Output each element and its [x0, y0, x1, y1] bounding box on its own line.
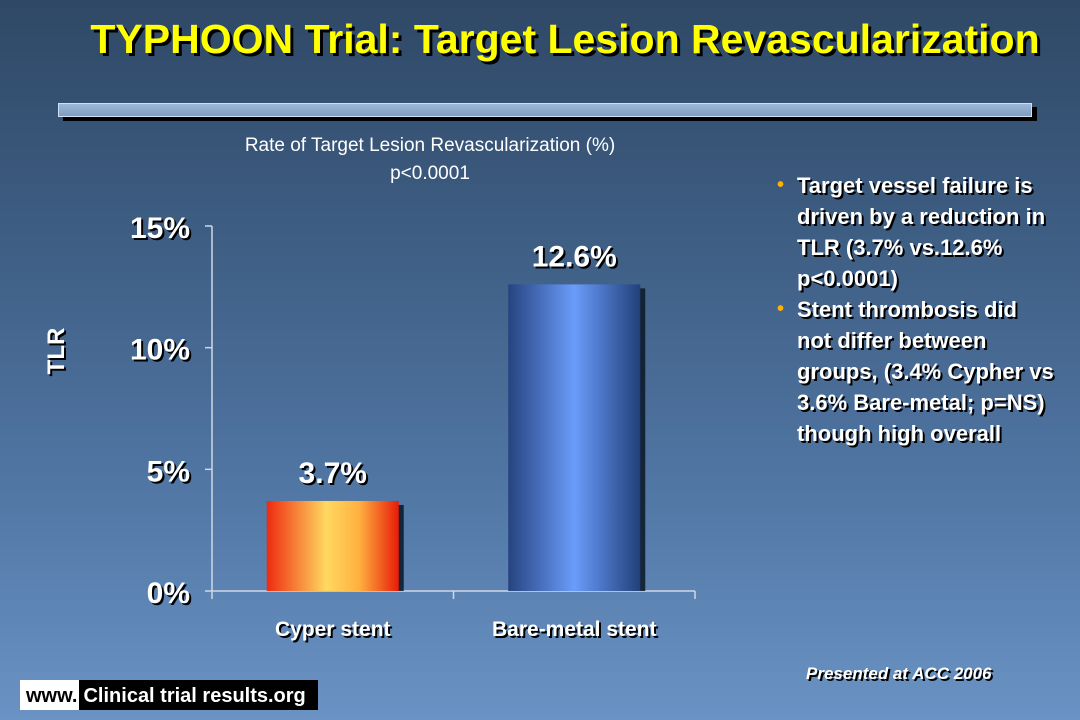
title-underline-bar	[58, 103, 1032, 117]
y-tick-label: 15%	[130, 212, 190, 245]
y-axis-title: TLR	[43, 328, 70, 375]
bullet-list: • Target vessel failure is driven by a r…	[775, 170, 1055, 449]
data-label-shadow: 3.7%	[301, 459, 369, 492]
x-category-label-shadow: Cyper stent	[277, 620, 393, 643]
y-tick-label-shadow: 0%	[149, 579, 192, 612]
data-label: 3.7%	[299, 457, 367, 490]
x-category-label: Cyper stent	[275, 618, 391, 641]
bar-chart: 0%0%5%5%10%10%15%15%3.7%3.7%Cyper stentC…	[43, 212, 696, 643]
x-category-label-shadow: Bare-metal stent	[494, 620, 659, 643]
y-tick-label: 10%	[130, 334, 190, 367]
y-tick-label-shadow: 5%	[149, 457, 192, 490]
y-tick-label-shadow: 10%	[132, 336, 192, 369]
chart-p-value: p<0.0001	[390, 163, 470, 184]
footer-site-name: Clinical trial results.org	[79, 680, 318, 710]
slide-title: TYPHOON Trial: Target Lesion Revasculari…	[90, 16, 1040, 62]
bullet-text: Stent thrombosis did not differ between …	[797, 297, 1054, 446]
footer-logo: www. Clinical trial results.org	[20, 680, 318, 710]
bar-2	[508, 284, 641, 591]
bar-1	[266, 500, 399, 591]
bullet-dot-icon: •	[777, 174, 785, 196]
data-label-shadow: 12.6%	[534, 242, 619, 275]
footer-www: www.	[20, 680, 80, 710]
chart-title: Rate of Target Lesion Revascularization …	[244, 135, 616, 156]
y-tick-label: 0%	[147, 577, 190, 610]
bullet-item: • Target vessel failure is driven by a r…	[775, 170, 1055, 294]
x-category-label: Bare-metal stent	[492, 618, 657, 641]
chart-title-block: Rate of Target Lesion Revascularization …	[150, 132, 710, 188]
bullet-dot-icon: •	[777, 298, 785, 320]
y-axis-title-shadow: TLR	[45, 330, 72, 377]
y-tick-label-shadow: 15%	[132, 214, 192, 247]
presented-at-note: Presented at ACC 2006	[806, 664, 992, 683]
bullet-text: Target vessel failure is driven by a red…	[797, 173, 1046, 291]
data-label: 12.6%	[532, 240, 617, 273]
y-tick-label: 5%	[147, 455, 190, 488]
bullet-item: • Stent thrombosis did not differ betwee…	[775, 294, 1055, 449]
